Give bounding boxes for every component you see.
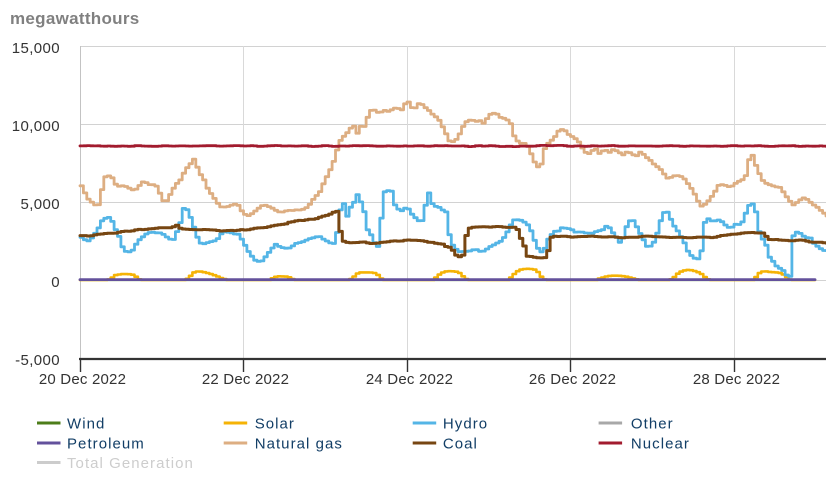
svg-text:28 Dec 2022: 28 Dec 2022 [693, 371, 780, 388]
svg-text:15,000: 15,000 [12, 40, 60, 57]
svg-text:0: 0 [51, 274, 60, 291]
svg-text:Hydro: Hydro [443, 415, 488, 432]
svg-text:26 Dec 2022: 26 Dec 2022 [529, 371, 616, 388]
svg-text:Other: Other [631, 415, 674, 432]
svg-text:Petroleum: Petroleum [67, 435, 145, 452]
svg-text:20 Dec 2022: 20 Dec 2022 [39, 371, 126, 388]
svg-text:22 Dec 2022: 22 Dec 2022 [202, 371, 289, 388]
svg-text:24 Dec 2022: 24 Dec 2022 [366, 371, 453, 388]
svg-text:Total Generation: Total Generation [67, 455, 194, 472]
svg-text:Nuclear: Nuclear [631, 435, 690, 452]
svg-text:Wind: Wind [67, 415, 105, 432]
svg-text:-5,000: -5,000 [15, 352, 60, 369]
svg-text:Natural gas: Natural gas [255, 435, 343, 452]
svg-text:5,000: 5,000 [20, 196, 60, 213]
svg-text:10,000: 10,000 [12, 118, 60, 135]
svg-text:Solar: Solar [255, 415, 295, 432]
svg-text:megawatthours: megawatthours [10, 9, 140, 28]
svg-text:Coal: Coal [443, 435, 478, 452]
